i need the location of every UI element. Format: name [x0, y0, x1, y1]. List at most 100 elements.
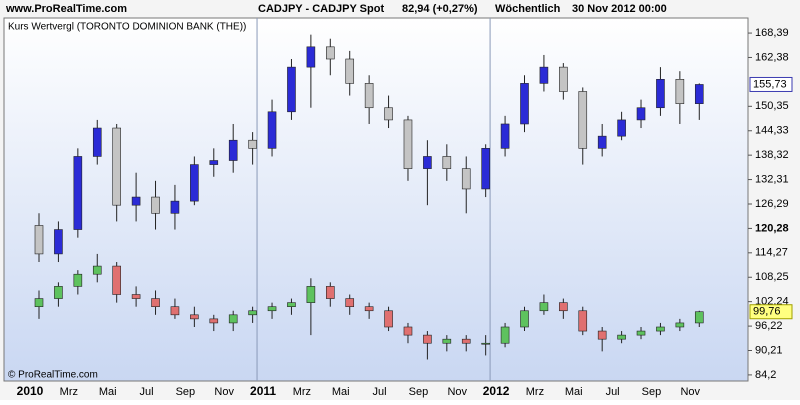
- y-tick-label: 138,32: [755, 149, 789, 161]
- candle-body: [403, 326, 413, 336]
- candle-body: [73, 156, 83, 230]
- candle-body: [481, 342, 490, 345]
- candle-body: [617, 119, 626, 137]
- y-tick-label: 162,38: [755, 51, 789, 63]
- x-tick-label: Jul: [606, 386, 620, 398]
- x-tick-label: Mrz: [526, 386, 544, 398]
- period: Wöchentlich: [495, 3, 561, 15]
- candle-body: [559, 66, 568, 92]
- candle-body: [442, 156, 452, 169]
- candle-body: [656, 79, 665, 109]
- candle-body: [151, 298, 160, 307]
- x-tick-label: Sep: [409, 386, 429, 398]
- copyright: © ProRealTime.com: [8, 370, 98, 381]
- y-tick-label: 126,29: [755, 198, 789, 210]
- last-value-label: 155,73: [753, 78, 787, 90]
- candle-body: [112, 127, 121, 206]
- candle-body: [287, 66, 296, 113]
- candle-body: [287, 302, 296, 307]
- candle-body: [520, 83, 529, 125]
- x-tick-label: Mai: [332, 386, 350, 398]
- candle-body: [228, 314, 238, 324]
- y-tick-label: 168,39: [755, 27, 789, 39]
- legend: Kurs Wertvergl (TORONTO DOMINION BANK (T…: [8, 22, 246, 33]
- candle-body: [500, 123, 510, 149]
- x-tick-label: Sep: [176, 386, 196, 398]
- candle-body: [190, 164, 199, 202]
- x-tick-label: Jul: [373, 386, 387, 398]
- candle-body: [248, 310, 257, 316]
- y-tick-label: 114,27: [755, 247, 788, 259]
- candle-body: [559, 302, 568, 312]
- candle-body: [170, 200, 180, 214]
- candle-body: [481, 148, 490, 190]
- y-tick-label: 90,21: [755, 344, 783, 356]
- x-tick-label: Sep: [642, 386, 662, 398]
- candle-body: [403, 119, 413, 169]
- candle-body: [597, 135, 607, 149]
- candle-body: [364, 83, 374, 109]
- candle-body: [92, 127, 102, 157]
- candle-body: [597, 330, 607, 340]
- candle-body: [112, 265, 121, 295]
- candle-body: [694, 84, 704, 104]
- x-tick-label: Nov: [214, 386, 234, 398]
- x-tick-label: Mrz: [293, 386, 311, 398]
- candle-body: [578, 91, 588, 149]
- candle-body: [73, 273, 83, 287]
- candle-body: [228, 139, 238, 161]
- candle-body: [325, 286, 335, 299]
- candle-body: [636, 330, 646, 336]
- candle-body: [54, 286, 63, 299]
- last-value-box: [749, 76, 793, 92]
- x-tick-label: Mai: [565, 386, 583, 398]
- x-tick-label: Nov: [447, 386, 467, 398]
- y-tick-label: 132,31: [755, 173, 789, 185]
- candle-body: [461, 168, 471, 190]
- candle-body: [131, 294, 141, 299]
- candle-body: [423, 156, 432, 169]
- candle-body: [364, 306, 374, 312]
- candle-body: [306, 286, 316, 303]
- x-tick-label: Mai: [99, 386, 117, 398]
- candle-body: [539, 302, 549, 312]
- candle-body: [500, 326, 510, 344]
- candle-body: [345, 298, 355, 307]
- candle-body: [384, 310, 393, 328]
- candle-body: [636, 107, 646, 121]
- candle-body: [423, 334, 432, 344]
- candle-body: [190, 314, 199, 320]
- x-tick-label: Nov: [680, 386, 700, 398]
- y-tick-label: 144,33: [755, 125, 789, 137]
- candle-body: [656, 326, 665, 332]
- candle-body: [209, 160, 219, 165]
- candle-body: [384, 107, 393, 121]
- candle-body: [34, 298, 44, 307]
- candle-body: [675, 79, 685, 104]
- candle-body: [442, 338, 452, 344]
- candle-body: [345, 58, 355, 84]
- instrument: CADJPY - CADJPY Spot: [258, 3, 384, 15]
- candle-body: [539, 66, 549, 84]
- candle-body: [248, 139, 257, 149]
- candle-body: [131, 196, 141, 206]
- x-tick-label: 2012: [483, 384, 510, 398]
- date: 30 Nov 2012 00:00: [572, 3, 667, 15]
- y-tick-label: 84,2: [755, 369, 776, 381]
- y-tick-label: 120,28: [755, 222, 789, 234]
- candle-body: [306, 46, 316, 68]
- candle-body: [34, 225, 44, 255]
- quote: 82,94 (+0,27%): [402, 3, 478, 15]
- candle-body: [520, 310, 529, 328]
- y-tick-label: 108,25: [755, 271, 789, 283]
- candle-body: [54, 229, 63, 255]
- x-tick-label: 2010: [17, 384, 44, 398]
- candle-body: [325, 46, 335, 60]
- y-tick-label: 96,22: [755, 320, 783, 332]
- candle-body: [461, 338, 471, 344]
- candle-body: [617, 334, 626, 340]
- x-tick-label: Jul: [139, 386, 153, 398]
- candle-body: [92, 265, 102, 275]
- plot-area: [3, 17, 749, 382]
